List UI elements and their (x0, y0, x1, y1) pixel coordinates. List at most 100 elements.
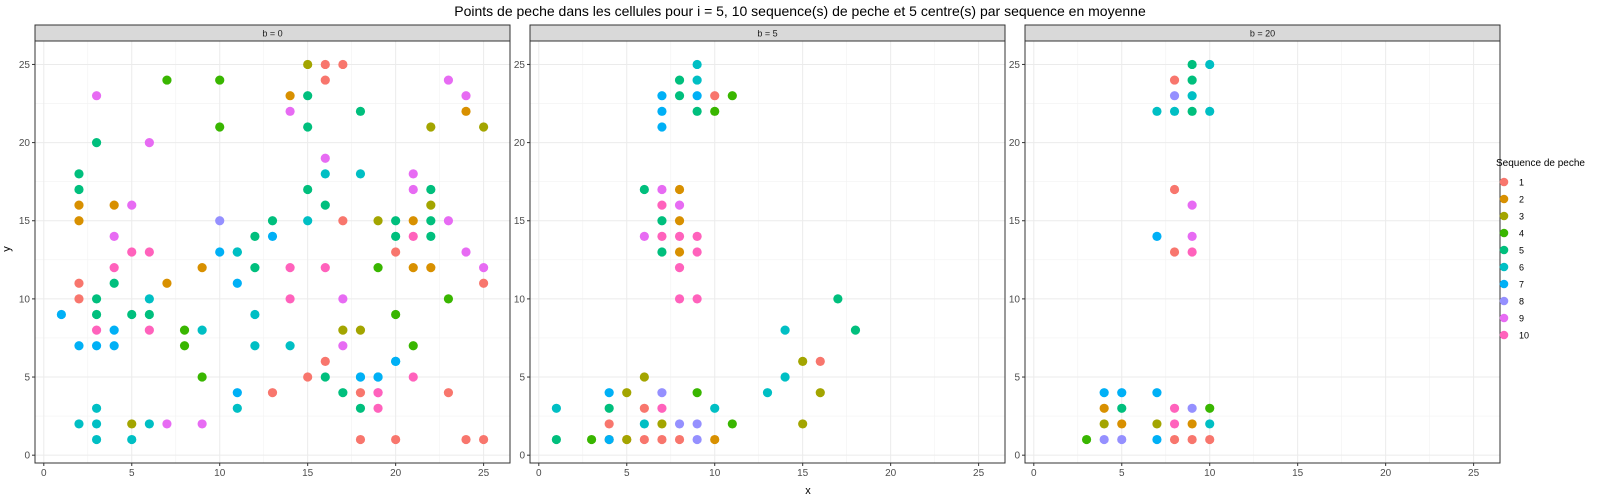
data-point-seq-5 (320, 372, 330, 382)
y-tick-label: 5 (24, 373, 30, 384)
data-point-seq-1 (815, 356, 825, 367)
data-point-seq-2 (285, 91, 295, 101)
legend-label: 3 (1519, 212, 1524, 222)
x-tick-label: 15 (302, 468, 314, 479)
y-tick-label: 20 (514, 138, 526, 149)
legend-label: 5 (1519, 246, 1524, 256)
legend-label: 9 (1519, 314, 1524, 324)
data-point-seq-4 (391, 309, 401, 320)
data-point-seq-6 (250, 341, 260, 351)
data-point-seq-1 (479, 434, 489, 445)
data-point-seq-5 (391, 216, 401, 226)
data-point-seq-6 (1152, 106, 1162, 116)
x-tick-label: 0 (1031, 468, 1037, 479)
data-point-seq-6 (232, 247, 242, 257)
data-point-seq-1 (1169, 247, 1180, 257)
data-point-seq-5 (250, 263, 260, 273)
legend-key-8 (1499, 296, 1509, 306)
y-tick-label: 25 (19, 60, 31, 71)
data-point-seq-3 (622, 388, 632, 398)
data-point-seq-2 (1099, 403, 1109, 413)
data-point-seq-3 (127, 419, 137, 429)
data-point-seq-9 (408, 169, 418, 179)
data-point-seq-1 (443, 388, 454, 398)
chart-title: Points de peche dans les cellules pour i… (454, 3, 1146, 19)
data-point-seq-5 (850, 325, 861, 335)
data-point-seq-9 (285, 106, 295, 116)
data-point-seq-5 (1187, 59, 1197, 70)
data-point-seq-2 (109, 200, 119, 210)
data-point-seq-3 (622, 434, 632, 445)
data-point-seq-5 (338, 388, 348, 398)
data-point-seq-3 (657, 419, 667, 429)
legend-key-1 (1499, 177, 1509, 187)
data-point-seq-10 (144, 247, 154, 257)
data-point-seq-10 (285, 294, 295, 304)
data-point-seq-2 (1187, 419, 1197, 429)
data-point-seq-5 (250, 231, 260, 241)
data-point-seq-2 (197, 263, 207, 273)
legend-key-2 (1499, 194, 1509, 204)
data-point-seq-2 (710, 434, 720, 445)
legend-label: 10 (1519, 331, 1529, 341)
x-tick-label: 5 (129, 468, 135, 479)
data-point-seq-1 (604, 419, 614, 429)
data-point-seq-1 (74, 278, 84, 288)
data-point-seq-2 (408, 263, 418, 273)
data-point-seq-7 (391, 356, 401, 367)
x-tick-label: 0 (41, 468, 47, 479)
y-tick-label: 0 (519, 451, 525, 462)
data-point-seq-6 (144, 294, 154, 304)
data-point-seq-6 (639, 419, 649, 429)
data-point-seq-9 (197, 419, 207, 429)
data-point-seq-5 (1117, 403, 1127, 413)
panel-border (529, 40, 1006, 464)
legend-key-6 (1499, 262, 1509, 272)
x-tick-label: 20 (1380, 468, 1392, 479)
data-point-seq-6 (232, 403, 242, 413)
data-point-seq-4 (727, 419, 737, 429)
y-tick-label: 15 (1009, 216, 1021, 227)
data-point-seq-7 (109, 341, 119, 351)
data-point-seq-5 (604, 403, 614, 413)
y-tick-label: 5 (1014, 373, 1020, 384)
x-tick-label: 5 (624, 468, 630, 479)
data-point-seq-7 (74, 341, 84, 351)
data-point-seq-10 (285, 263, 295, 273)
data-point-seq-10 (657, 403, 667, 413)
data-point-seq-6 (250, 309, 260, 320)
data-point-seq-10 (408, 372, 418, 382)
data-point-seq-7 (657, 91, 667, 101)
data-point-seq-8 (1099, 434, 1109, 445)
data-point-seq-7 (1152, 388, 1162, 398)
data-point-seq-9 (657, 184, 667, 195)
data-point-seq-9 (479, 263, 489, 273)
data-point-seq-3 (1152, 419, 1162, 429)
data-point-seq-7 (91, 341, 102, 351)
data-point-seq-5 (657, 216, 667, 226)
x-tick-label: 20 (885, 468, 897, 479)
data-point-seq-10 (144, 325, 154, 335)
y-tick-label: 0 (1014, 451, 1020, 462)
data-point-seq-5 (74, 169, 84, 179)
data-point-seq-9 (408, 184, 418, 195)
data-point-seq-1 (1187, 434, 1197, 445)
data-point-seq-3 (815, 388, 825, 398)
data-point-seq-4 (1081, 434, 1092, 445)
data-point-seq-9 (1187, 231, 1197, 241)
legend-label: 2 (1519, 195, 1524, 205)
data-point-seq-10 (692, 294, 702, 304)
data-point-seq-9 (1187, 200, 1197, 210)
data-point-seq-5 (657, 247, 667, 257)
y-tick-label: 10 (514, 294, 526, 305)
panel-background (530, 41, 1005, 463)
y-tick-label: 25 (514, 60, 526, 71)
facet-panel: b = 0 0 5 10 15 20 25 0 5 10 15 20 25 (19, 24, 511, 479)
data-point-seq-6 (91, 434, 102, 445)
data-point-seq-10 (692, 231, 702, 241)
data-point-seq-3 (355, 325, 366, 335)
data-point-seq-8 (692, 434, 702, 445)
data-point-seq-2 (674, 184, 685, 195)
data-point-seq-1 (657, 434, 667, 445)
data-point-seq-8 (1117, 434, 1127, 445)
